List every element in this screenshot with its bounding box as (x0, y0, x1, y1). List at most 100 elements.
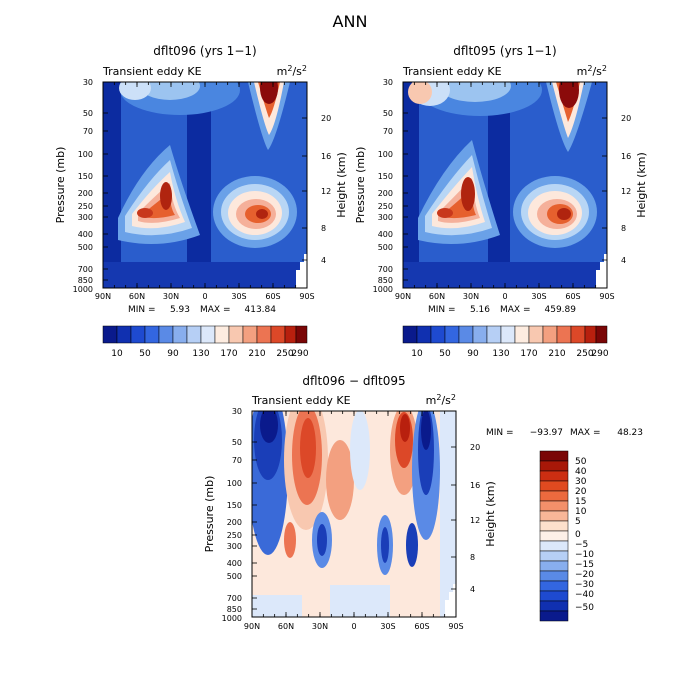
colorbar-cell (539, 580, 569, 592)
y-tick-label: 200 (78, 189, 93, 198)
colorbar-cell (214, 325, 230, 344)
colorbar-label: 0 (575, 530, 581, 540)
colorbar-label: 170 (520, 349, 537, 359)
colorbar-cell (486, 325, 502, 344)
colorbar-label: 170 (220, 349, 237, 359)
y2-axis: 20 16 12 8 4 Height (km) (621, 114, 648, 265)
negative-contour (406, 523, 418, 567)
colorbar-cell (539, 480, 569, 492)
colorbar-label: 250 (276, 349, 293, 359)
panel-title: dflt095 (yrs 1−1) (453, 44, 556, 58)
colorbar-cell (472, 325, 488, 344)
y2-axis: 20 16 12 8 4 Height (km) (321, 114, 348, 265)
colorbar-cell (256, 325, 272, 344)
y2-tick-label: 16 (321, 152, 331, 161)
y-tick-label: 400 (78, 230, 93, 239)
y2-tick-label: 4 (621, 256, 626, 265)
colorbar-cell (584, 325, 597, 344)
upper-contour (119, 82, 151, 100)
min-max-readout: MIN = 5.93 MAX = 413.84 (128, 305, 276, 315)
colorbar-label: 50 (139, 349, 151, 359)
colorbar-cell (458, 325, 474, 344)
y-tick-label: 700 (78, 265, 93, 274)
y2-tick-label: 12 (470, 516, 480, 525)
panel-title: dflt096 (yrs 1−1) (153, 44, 256, 58)
y-tick-label: 300 (227, 542, 242, 551)
x-tick-label: 90S (299, 292, 314, 301)
colorbar-label: 15 (575, 497, 586, 507)
colorbar-cell (144, 325, 160, 344)
colorbar-label: 210 (248, 349, 265, 359)
positive-contour (400, 414, 410, 442)
upper-contour (439, 82, 511, 102)
colorbar-label: 90 (467, 349, 479, 359)
y-tick-label: 1000 (73, 285, 93, 294)
jet-south (513, 176, 597, 248)
x-tick-label: 60N (429, 292, 445, 301)
max-value: 413.84 (245, 305, 277, 315)
colorbar-cell (158, 325, 174, 344)
y2-tick-label: 16 (470, 481, 480, 490)
y2-tick-label: 20 (321, 114, 331, 123)
colorbar-cell (416, 325, 432, 344)
colorbar: 10 50 90 130 170 210 250 290 (402, 325, 609, 359)
colorbar-label: 50 (575, 457, 587, 467)
panel-title: dflt096 − dflt095 (302, 374, 405, 388)
y-axis-label: Pressure (mb) (203, 476, 216, 553)
y-tick-label: 1000 (373, 285, 393, 294)
colorbar-cell (500, 325, 516, 344)
negative-contour (350, 411, 370, 490)
negative-contour (317, 524, 327, 556)
x-tick-label: 90S (448, 622, 463, 631)
y-tick-label: 30 (83, 78, 93, 87)
y-tick-label: 150 (378, 172, 393, 181)
colorbar-cell (595, 325, 608, 344)
colorbar-cell (130, 325, 146, 344)
y-tick-label: 250 (78, 202, 93, 211)
y-tick-label: 1000 (222, 614, 242, 623)
y-tick-label: 200 (227, 518, 242, 527)
colorbar-cell (102, 325, 118, 344)
colorbar-cell (270, 325, 286, 344)
y-tick-label: 50 (83, 109, 93, 118)
y-axis-label: Pressure (mb) (354, 147, 367, 224)
y2-tick-label: 12 (621, 187, 631, 196)
min-value: 5.93 (170, 305, 190, 315)
equatorial-band (187, 82, 211, 288)
colorbar-label: −20 (575, 570, 594, 580)
y-tick-label: 30 (232, 407, 242, 416)
y-tick-label: 150 (227, 501, 242, 510)
y-tick-label: 700 (378, 265, 393, 274)
x-tick-label: 60S (565, 292, 580, 301)
colorbar-cell (172, 325, 188, 344)
y-tick-label: 300 (78, 213, 93, 222)
units-label: m2/s2 (577, 64, 607, 78)
colorbar-cell (528, 325, 544, 344)
x-axis: 90N 60N 30N 0 30S 60S 90S (244, 622, 464, 631)
colorbar-label: 290 (591, 349, 608, 359)
y-tick-label: 500 (78, 243, 93, 252)
colorbar-label: 40 (575, 467, 587, 477)
colorbar-cell (430, 325, 446, 344)
colorbar-cell (242, 325, 258, 344)
colorbar-cell (539, 490, 569, 502)
y-tick-label: 70 (383, 127, 393, 136)
surface-band (330, 585, 390, 617)
colorbar-cell (539, 570, 569, 582)
y2-tick-label: 8 (321, 224, 326, 233)
jet-north (118, 145, 200, 244)
y-tick-label: 300 (378, 213, 393, 222)
negative-contour (260, 411, 278, 443)
colorbar-label: 130 (192, 349, 209, 359)
y-tick-label: 150 (78, 172, 93, 181)
colorbar-cell (539, 540, 569, 552)
y-tick-label: 850 (78, 276, 93, 285)
x-tick-label: 60S (265, 292, 280, 301)
colorbar-cell (539, 610, 569, 622)
polar-band-south (440, 411, 456, 617)
colorbar-cell (284, 325, 297, 344)
y-tick-label: 70 (83, 127, 93, 136)
jet-south (213, 176, 297, 248)
y-axis: 30 50 70 100 150 200 250 300 400 500 700… (354, 78, 393, 294)
colorbar-label: −50 (575, 603, 594, 613)
